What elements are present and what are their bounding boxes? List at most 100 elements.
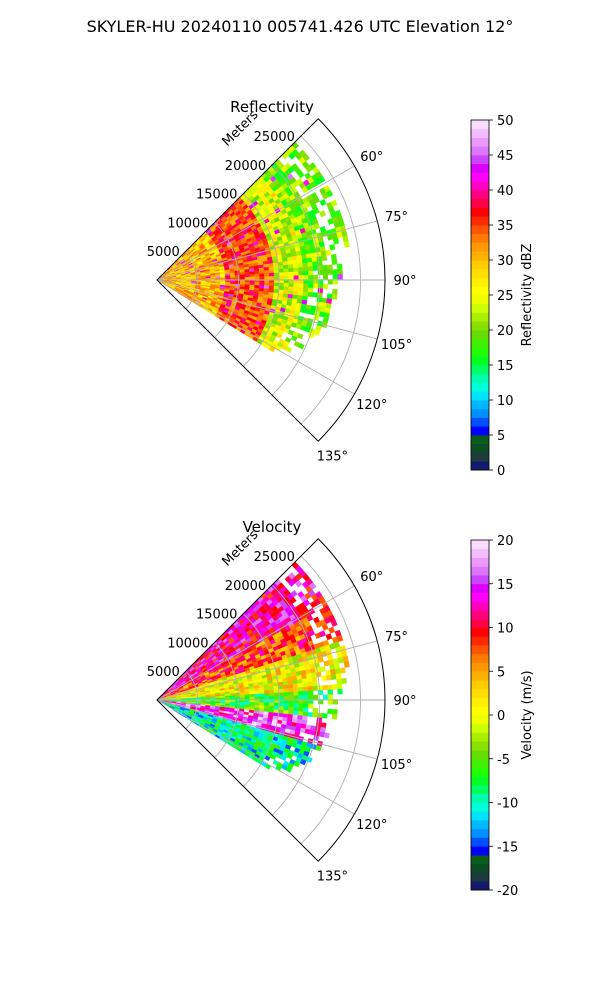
refl-colorbar-swatch: [471, 233, 489, 243]
vel-gate: [313, 694, 319, 700]
refl-gate: [268, 285, 275, 290]
vel-gate: [297, 678, 303, 684]
vel-gate: [259, 702, 265, 706]
vel-colorbar: -20 -15 -10 -5 0 5 10 15 20 Velocity (m/s): [470, 534, 535, 899]
vel-gate: [244, 704, 250, 708]
vel-gate: [315, 671, 322, 678]
vel-gate: [292, 683, 299, 689]
vel-gate: [293, 687, 299, 693]
vel-gate: [325, 669, 332, 676]
vel-colorbar-swatch: [471, 680, 489, 690]
refl-gate: [253, 268, 260, 272]
refl-gate: [254, 282, 260, 286]
refl-gate: [307, 266, 314, 272]
refl-gate: [308, 274, 314, 280]
refl-gate: [274, 345, 282, 352]
refl-colorbar-swatch: [471, 216, 489, 226]
refl-gate: [332, 238, 340, 245]
refl-colorbar-swatch: [471, 286, 489, 296]
vel-gate: [312, 681, 318, 687]
vel-gate: [278, 688, 284, 693]
vel-angle-tick-label: 60°: [360, 570, 383, 585]
vel-gate: [283, 710, 289, 715]
vel-gate: [230, 695, 236, 698]
refl-gate: [343, 241, 350, 248]
vel-gate: [273, 685, 279, 690]
vel-gate: [292, 679, 298, 685]
vel-gate: [330, 619, 338, 627]
refl-gate: [264, 276, 270, 280]
refl-gate: [329, 244, 336, 251]
refl-azimuth-spoke: [156, 279, 378, 340]
refl-colorbar-swatch: [471, 373, 489, 383]
refl-azimuth-spoke: [156, 279, 355, 395]
refl-colorbar-swatch: [471, 268, 489, 278]
vel-gate: [278, 692, 285, 697]
refl-gate: [307, 291, 313, 298]
vel-colorbar-tick-label: 10: [497, 622, 514, 637]
vel-gate: [306, 673, 312, 679]
vel-colorbar-swatch: [471, 636, 489, 646]
refl-gate: [316, 297, 323, 303]
refl-gate: [287, 260, 294, 265]
refl-angle-tick-label: 90°: [393, 274, 416, 289]
refl-gate: [273, 285, 280, 290]
vel-gate: [336, 634, 344, 642]
vel-colorbar-swatch: [471, 767, 489, 777]
vel-gate: [308, 703, 314, 709]
refl-gate: [332, 269, 338, 275]
vel-gate: [274, 696, 280, 700]
refl-gate: [259, 276, 265, 280]
vel-gate: [254, 696, 260, 700]
vel-colorbar-tick-label: 5: [497, 665, 505, 680]
vel-gate: [249, 694, 255, 698]
refl-gate: [298, 287, 304, 292]
refl-gate: [288, 286, 294, 292]
vel-gate: [288, 706, 294, 712]
vel-colorbar-swatch: [471, 828, 489, 838]
vel-colorbar-swatch: [471, 627, 489, 637]
vel-gate: [224, 693, 231, 697]
refl-gate: [297, 267, 304, 272]
refl-gate: [273, 269, 280, 274]
refl-gate: [244, 274, 250, 278]
vel-gate: [317, 712, 323, 719]
vel-gate: [316, 717, 323, 723]
vel-radial-tick-label: 20000: [225, 579, 266, 594]
vel-colorbar-swatch: [471, 706, 489, 716]
vel-colorbar-swatch: [471, 855, 489, 865]
refl-gate: [264, 273, 270, 277]
refl-gate: [322, 264, 328, 271]
refl-gate: [308, 283, 314, 289]
vel-gate: [264, 696, 270, 700]
refl-angle-tick-label: 75°: [385, 210, 408, 225]
refl-radial-tick-label: 10000: [167, 216, 208, 231]
refl-gate: [288, 275, 294, 280]
refl-gate: [259, 270, 265, 275]
vel-gate: [244, 696, 250, 700]
refl-grid: [156, 135, 385, 425]
refl-colorbar-label: Reflectivity dBZ: [520, 244, 535, 347]
refl-gate: [298, 271, 304, 276]
vel-gate: [331, 713, 338, 720]
refl-gate: [278, 282, 285, 287]
vel-gate: [293, 691, 299, 696]
refl-gate: [312, 292, 318, 298]
vel-gate: [272, 682, 279, 687]
refl-gate: [263, 285, 270, 290]
vel-angle-tick-label: 120°: [356, 818, 387, 833]
vel-gate: [264, 693, 270, 697]
refl-gate: [278, 275, 285, 280]
refl-gate: [273, 272, 280, 277]
vel-gate: [303, 703, 309, 709]
refl-colorbar-swatch: [471, 172, 489, 182]
refl-gate: [302, 287, 309, 293]
vel-gate: [311, 676, 318, 683]
refl-gate: [325, 303, 332, 309]
vel-gate: [293, 707, 299, 712]
refl-radial-tick-label: 5000: [147, 245, 180, 260]
refl-gate: [331, 259, 338, 265]
refl-colorbar-tick-label: 40: [497, 184, 514, 199]
refl-gate: [332, 274, 338, 280]
vel-colorbar-swatch: [471, 750, 489, 760]
